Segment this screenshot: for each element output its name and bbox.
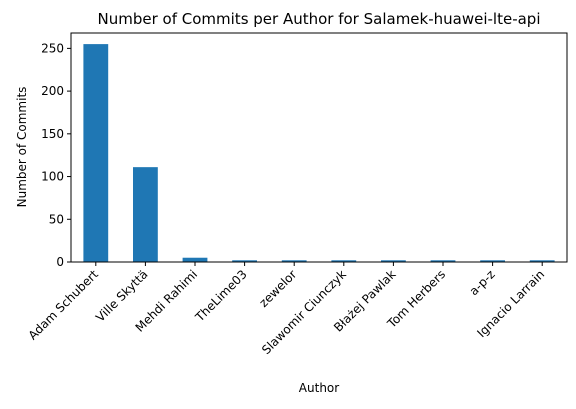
- y-axis: 0 50 100 150 200 250: [41, 41, 71, 269]
- y-tick-label: 50: [49, 212, 64, 226]
- x-tick-label: zewelor: [257, 267, 300, 310]
- bar: [480, 260, 505, 262]
- bar: [133, 167, 158, 262]
- y-tick-label: 150: [41, 127, 64, 141]
- y-tick-label: 250: [41, 41, 64, 55]
- bar: [381, 260, 406, 262]
- bar: [529, 260, 555, 262]
- x-tick-label: Slawomir Ciunczyk: [259, 267, 349, 357]
- bar: [430, 260, 456, 262]
- bar: [182, 257, 208, 262]
- plot-frame: [70, 32, 568, 263]
- y-tick-label: 100: [41, 170, 64, 184]
- y-tick-label: 200: [41, 84, 64, 98]
- bars-group: [83, 44, 555, 262]
- x-tick-label: Adam Schubert: [26, 267, 102, 343]
- x-axis-label: Author: [299, 381, 339, 395]
- x-tick-label: TheLime03: [192, 267, 250, 325]
- bar: [83, 44, 109, 262]
- y-axis-label: Number of Commits: [15, 87, 29, 208]
- bar: [232, 260, 257, 262]
- x-tick-label: a-p-z: [467, 267, 498, 298]
- bar: [331, 260, 357, 262]
- bar: [281, 260, 307, 262]
- chart-title: Number of Commits per Author for Salamek…: [98, 10, 541, 28]
- y-tick-label: 0: [56, 255, 64, 269]
